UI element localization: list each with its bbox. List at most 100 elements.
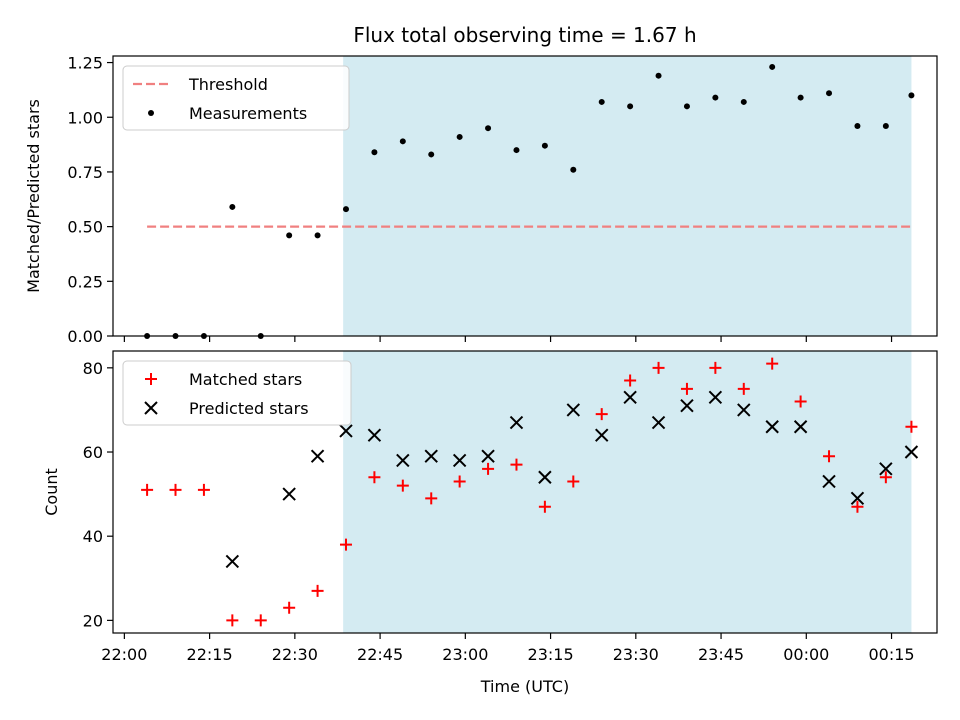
data-point: [314, 232, 321, 239]
plot-frame: [112, 350, 938, 634]
y-tick-label: 80: [83, 359, 103, 378]
data-point: [598, 98, 605, 105]
data-point: [595, 408, 608, 421]
data-point: [282, 487, 296, 501]
data-point: [570, 166, 577, 173]
data-point: [513, 147, 520, 154]
data-point: [652, 361, 665, 374]
data-point: [482, 462, 495, 475]
data-point: [680, 399, 694, 413]
data-point: [737, 403, 751, 417]
data-point: [879, 462, 893, 476]
x-tick-label: 23:45: [698, 645, 744, 664]
x-tick-label: 00:00: [783, 645, 829, 664]
legend: Threshold Measurements: [122, 65, 350, 131]
shaded-region: [343, 351, 912, 633]
legend-plus-swatch: [145, 373, 157, 385]
legend-label: Matched stars: [189, 370, 302, 389]
x-tick-label: 23:00: [442, 645, 488, 664]
data-point: [624, 374, 637, 387]
data-point: [737, 382, 750, 395]
data-point: [197, 483, 210, 496]
y-tick-label: 0.50: [67, 218, 103, 237]
series-measurements: [144, 63, 915, 339]
data-point: [453, 475, 466, 488]
legend-label: Threshold: [188, 75, 268, 94]
data-point: [371, 149, 378, 156]
data-point: [339, 538, 352, 551]
y-axis-label: Matched/Predicted stars: [24, 99, 43, 293]
shaded-region: [343, 56, 912, 336]
data-point: [904, 445, 919, 459]
data-point: [769, 63, 776, 70]
y-tick-label: 20: [83, 611, 103, 630]
y-tick-label: 0.00: [67, 327, 103, 346]
data-point: [822, 474, 836, 489]
y-tick-label: 1.00: [67, 108, 103, 127]
x-tick-label: 22:45: [357, 645, 403, 664]
y-tick-label: 60: [83, 443, 103, 462]
data-point: [485, 125, 492, 132]
data-point: [850, 491, 865, 506]
x-tick-label: 22:00: [101, 645, 147, 664]
data-point: [655, 72, 662, 79]
data-point: [283, 601, 296, 614]
data-point: [905, 420, 918, 433]
x-tick-label: 22:30: [272, 645, 318, 664]
data-point: [740, 98, 747, 105]
y-tick-label: 0.75: [67, 163, 103, 182]
data-point: [595, 428, 609, 442]
data-point: [766, 357, 779, 370]
data-point: [882, 123, 889, 129]
data-point: [567, 475, 580, 488]
x-tick-label: 23:15: [528, 645, 574, 664]
x-tick-label: 22:15: [187, 645, 233, 664]
data-point: [481, 449, 495, 463]
data-point: [793, 420, 808, 434]
data-point: [428, 151, 435, 158]
data-point: [538, 470, 552, 484]
data-point: [342, 206, 349, 213]
legend-dot-swatch: [148, 110, 154, 116]
legend-label: Predicted stars: [189, 399, 309, 418]
data-point: [254, 614, 267, 627]
x-tick-label: 00:15: [868, 645, 914, 664]
data-point: [339, 424, 353, 438]
data-point: [627, 103, 634, 110]
data-point: [225, 554, 240, 569]
y-tick-label: 1.25: [67, 54, 103, 73]
data-point: [826, 90, 833, 97]
y-tick-label: 40: [83, 527, 103, 546]
data-point: [566, 403, 581, 417]
chart-title: Flux total observing time = 1.67 h: [353, 23, 696, 47]
data-point: [286, 232, 293, 239]
data-point: [541, 142, 548, 149]
data-point: [651, 415, 666, 430]
legend-box: [122, 360, 352, 426]
data-point: [396, 453, 410, 468]
data-point: [310, 449, 325, 463]
data-point: [879, 471, 892, 484]
data-point: [709, 361, 722, 374]
bottom-panel: 20 40 60 80 22:00 22:15 22:30 22:45 23:00 23:15 23…: [42, 350, 938, 696]
data-point: [425, 492, 438, 505]
plot-frame: [112, 55, 938, 337]
legend-label: Measurements: [189, 104, 307, 123]
top-panel: 0.00 0.25 0.50 0.75 1.00 1.25 Matched/Predicte…: [24, 23, 938, 346]
data-point: [765, 420, 779, 434]
data-point: [456, 133, 463, 140]
data-point: [452, 453, 467, 468]
legend-x-swatch: [144, 401, 158, 415]
data-point: [854, 123, 861, 129]
y-axis-label: Count: [42, 468, 61, 516]
data-point: [851, 500, 864, 513]
data-point: [623, 390, 637, 405]
x-tick-label: 23:30: [613, 645, 659, 664]
data-point: [311, 584, 324, 597]
data-point: [367, 428, 382, 442]
legend: Matched stars Predicted stars: [122, 360, 352, 426]
data-point: [226, 614, 239, 627]
y-tick-label: 0.25: [67, 272, 103, 291]
data-point: [908, 92, 915, 99]
